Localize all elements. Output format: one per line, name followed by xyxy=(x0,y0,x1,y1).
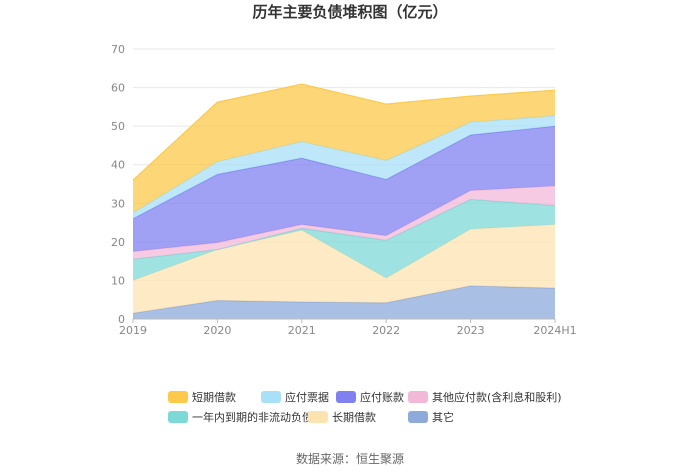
y-tick-label: 0 xyxy=(118,313,125,326)
area-series-5 xyxy=(133,115,555,219)
legend-label: 一年内到期的非流动负债 xyxy=(192,410,313,424)
x-tick-label: 2023 xyxy=(457,324,485,337)
y-tick-label: 20 xyxy=(111,236,125,249)
y-tick-label: 30 xyxy=(111,197,125,210)
legend-label: 应付账款 xyxy=(360,390,404,404)
legend-label: 其他应付款(含利息和股利) xyxy=(432,390,562,404)
legend-label: 短期借款 xyxy=(192,390,236,404)
series-line-0 xyxy=(132,285,556,314)
legend-swatch xyxy=(336,391,356,403)
x-tick-label: 2020 xyxy=(203,324,231,337)
area-series-3 xyxy=(133,185,555,260)
legend: 短期借款 应付票据 应付账款 其他应付款(含利息和股利) 一年内到期的非流动负债 长期借款… xyxy=(168,390,562,424)
area-series-4 xyxy=(133,126,555,252)
legend-swatch xyxy=(168,391,188,403)
area-series-1 xyxy=(133,224,555,314)
legend-swatch xyxy=(408,391,428,403)
legend-label: 长期借款 xyxy=(332,410,376,424)
y-tick-label: 10 xyxy=(111,274,125,287)
y-tick-label: 50 xyxy=(111,120,125,133)
y-tick-label: 40 xyxy=(111,159,125,172)
y-tick-label: 60 xyxy=(111,82,125,95)
legend-label: 应付票据 xyxy=(285,390,329,404)
legend-swatch xyxy=(261,391,281,403)
series-line-6 xyxy=(132,83,556,181)
x-tick-label: 2022 xyxy=(372,324,400,337)
area-series-2 xyxy=(133,199,555,281)
axes: 0 10 20 30 40 50 60 70 2019 2020 2021 2022 2023 2024H… xyxy=(111,43,577,337)
area-series-group xyxy=(132,83,556,319)
legend-label: 其它 xyxy=(432,410,454,424)
x-tick-label: 2019 xyxy=(119,324,147,337)
data-source: 数据来源：恒生聚源 xyxy=(296,451,404,466)
legend-swatch xyxy=(408,411,428,423)
legend-swatch xyxy=(168,411,188,423)
x-tick-label: 2021 xyxy=(288,324,316,337)
y-tick-label: 70 xyxy=(111,43,125,56)
legend-swatch xyxy=(308,411,328,423)
chart-title: 历年主要负债堆积图（亿元） xyxy=(252,3,447,21)
x-tick-label: 2024H1 xyxy=(533,324,576,337)
area-series-6 xyxy=(133,84,555,213)
